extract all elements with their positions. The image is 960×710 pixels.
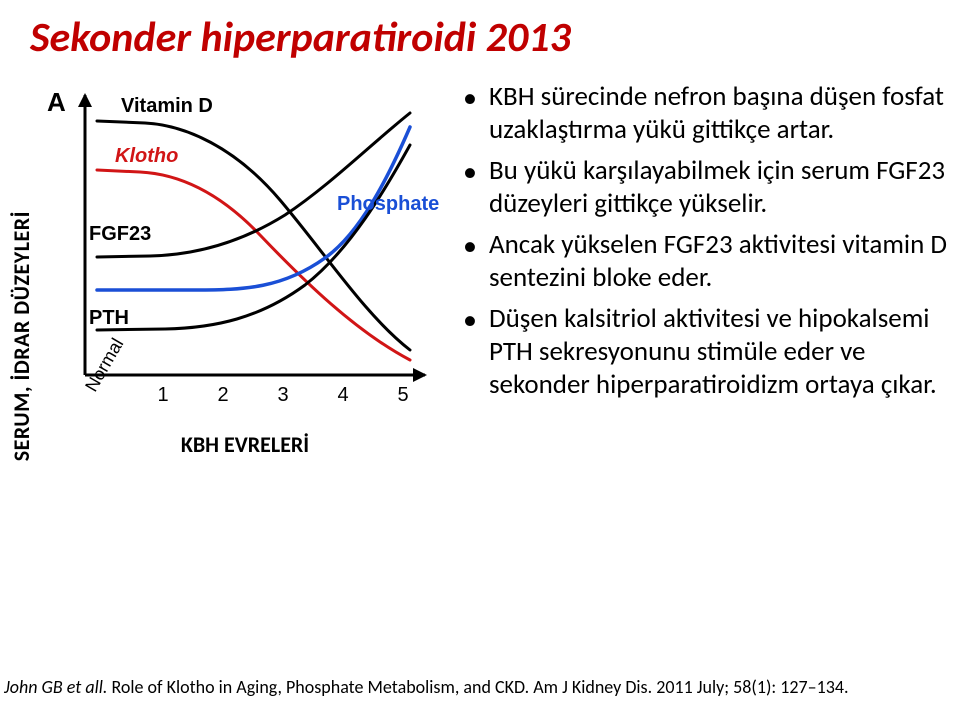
citation: John GB et all. Role of Klotho in Aging,…: [0, 676, 849, 698]
citation-authors: John GB et all.: [4, 676, 107, 698]
svg-text:2: 2: [217, 384, 228, 406]
citation-rest: Role of Klotho in Aging, Phosphate Metab…: [107, 676, 848, 698]
chart-column: SERUM, İDRAR DÜZEYLERİ A Normal 1 2 3 4 5 Vita…: [8, 81, 455, 461]
content-row: SERUM, İDRAR DÜZEYLERİ A Normal 1 2 3 4 5 Vita…: [0, 81, 960, 461]
bullet-item: Düşen kalsitriol aktivitesi ve hipokalse…: [463, 303, 952, 402]
curve-label: Phosphate: [337, 193, 439, 216]
curve-label: PTH: [89, 307, 129, 330]
bullet-item: KBH sürecinde nefron başına düşen fosfat…: [463, 81, 952, 147]
svg-text:Normal: Normal: [81, 334, 127, 394]
svg-text:5: 5: [397, 384, 408, 406]
x-axis-label: KBH EVRELERİ: [181, 431, 309, 458]
chart-stack: A Normal 1 2 3 4 5 Vitamin D Klotho FGF23 Phospha…: [35, 85, 455, 458]
svg-text:A: A: [47, 87, 66, 117]
svg-text:1: 1: [157, 384, 168, 406]
curve-label: Klotho: [115, 145, 178, 168]
bullet-item: Bu yükü karşılayabilmek için serum FGF23…: [463, 155, 952, 221]
serum-levels-chart: A Normal 1 2 3 4 5 Vitamin D Klotho FGF23 Phospha…: [35, 85, 455, 425]
svg-text:4: 4: [337, 384, 348, 406]
bullet-list: KBH sürecinde nefron başına düşen fosfat…: [463, 81, 960, 409]
svg-text:3: 3: [277, 384, 288, 406]
page-title: Sekonder hiperparatiroidi 2013: [0, 0, 960, 63]
curve-label: Vitamin D: [121, 95, 213, 118]
bullet-item: Ancak yükselen FGF23 aktivitesi vitamin …: [463, 229, 952, 295]
y-axis-label: SERUM, İDRAR DÜZEYLERİ: [8, 211, 35, 461]
curve-label: FGF23: [89, 223, 151, 246]
